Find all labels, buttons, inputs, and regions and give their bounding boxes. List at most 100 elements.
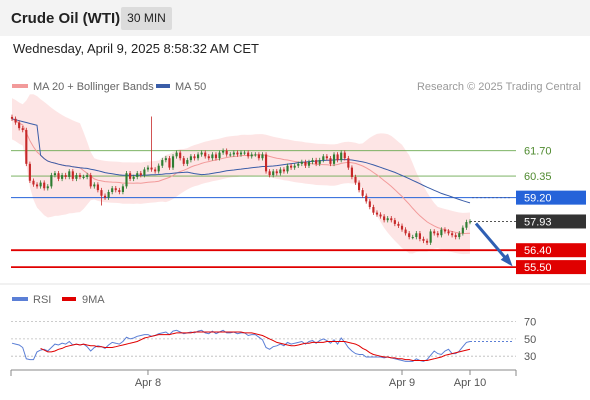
candle-body	[286, 165, 289, 172]
candle-body	[418, 233, 421, 239]
candle-body	[53, 173, 57, 176]
candle-body	[404, 229, 407, 234]
candle-body	[125, 173, 128, 187]
candle-body	[28, 163, 31, 181]
candle-body	[71, 171, 74, 179]
candle-body	[433, 231, 436, 234]
current-price-label: 57.93	[524, 216, 552, 228]
candle-body	[232, 152, 235, 155]
candle-body	[368, 201, 371, 208]
candle-body	[465, 222, 468, 228]
current-price-tag	[516, 214, 586, 229]
candle-body	[239, 152, 243, 155]
rsi-tick-30: 30	[524, 351, 536, 363]
candle-body	[315, 160, 318, 164]
candle-body	[211, 154, 214, 159]
candle-body	[408, 233, 411, 238]
candle-body	[322, 156, 325, 161]
candle-body	[186, 160, 189, 164]
candle-body	[164, 158, 167, 161]
candle-body	[57, 173, 60, 179]
candle-body	[61, 175, 64, 179]
candle-body	[68, 171, 71, 177]
candle-body	[307, 161, 311, 166]
candle-body	[168, 158, 171, 168]
candle-body	[425, 240, 429, 243]
candle-body	[154, 169, 157, 172]
rsi-plot-area: 70 50 30	[11, 317, 536, 363]
candle-body	[447, 231, 450, 234]
x-tick-label-0: Apr 8	[135, 377, 161, 389]
ma50-legend-swatch	[156, 84, 170, 88]
candle-body	[50, 175, 53, 187]
candle-body	[390, 218, 393, 221]
rsi-tick-70: 70	[524, 317, 536, 329]
candle-body	[222, 150, 225, 153]
timestamp: Wednesday, April 9, 2025 8:58:32 AM CET	[13, 41, 259, 56]
candle-body	[75, 175, 78, 179]
candle-body	[100, 190, 103, 196]
candle-body	[229, 154, 232, 156]
forecast-arrow-head	[500, 253, 513, 267]
candle-body	[179, 152, 182, 159]
candle-body	[82, 176, 85, 178]
candle-body	[121, 186, 124, 192]
candle-body	[311, 160, 314, 162]
ma50-line	[11, 118, 471, 204]
candle-body	[161, 160, 164, 166]
x-tick-label-1: Apr 9	[389, 377, 415, 389]
candle-body	[103, 195, 107, 198]
rsi-ma9-line	[40, 331, 471, 361]
ma20-legend-label: MA 20 + Bollinger Bands	[33, 81, 154, 93]
candle-body	[336, 154, 339, 161]
candle-body	[189, 156, 192, 161]
candle-body	[207, 156, 210, 159]
candle-body	[225, 150, 228, 155]
candle-body	[200, 152, 203, 155]
level-tag-5	[516, 260, 586, 275]
candle-body	[132, 176, 135, 179]
candle-body	[393, 220, 396, 224]
candle-body	[25, 130, 28, 164]
candle-body	[461, 227, 464, 234]
candle-body	[204, 152, 207, 157]
candle-body	[372, 207, 375, 213]
candle-body	[458, 233, 461, 238]
rsi-legend-label: RSI	[33, 294, 51, 306]
candle-body	[32, 180, 35, 185]
ma20-legend-swatch	[12, 84, 28, 88]
candle-body	[300, 161, 303, 164]
candle-body	[436, 233, 439, 236]
candle-body	[443, 229, 447, 232]
candle-body	[146, 167, 150, 170]
rsi-tick-50: 50	[524, 334, 536, 346]
candle-body	[383, 216, 386, 221]
candle-body	[290, 165, 293, 168]
candle-body	[343, 152, 346, 159]
candle-body	[325, 156, 328, 159]
level-tag-2	[516, 190, 586, 205]
candle-body	[386, 218, 389, 221]
candle-body	[411, 237, 414, 239]
candle-body	[375, 212, 379, 215]
interval-badge[interactable]: 30 MIN	[121, 7, 172, 30]
candle-body	[78, 175, 82, 177]
candle-body	[139, 173, 142, 176]
candle-body	[143, 169, 146, 176]
ma9-legend-swatch	[62, 297, 76, 301]
level-label-1: 60.35	[524, 171, 552, 183]
copyright-label: Research © 2025 Trading Central	[417, 81, 581, 93]
candle-body	[422, 238, 425, 241]
candle-body	[136, 173, 139, 177]
level-label-4: 56.40	[524, 245, 552, 257]
candle-body	[272, 171, 275, 176]
candle-body	[193, 156, 196, 159]
candle-body	[64, 175, 67, 177]
candle-body	[358, 182, 361, 191]
candle-body	[243, 152, 246, 154]
candle-body	[18, 122, 21, 129]
candle-body	[400, 225, 404, 230]
candle-body	[129, 173, 132, 179]
candle-body	[354, 176, 357, 183]
candle-body	[236, 152, 239, 155]
